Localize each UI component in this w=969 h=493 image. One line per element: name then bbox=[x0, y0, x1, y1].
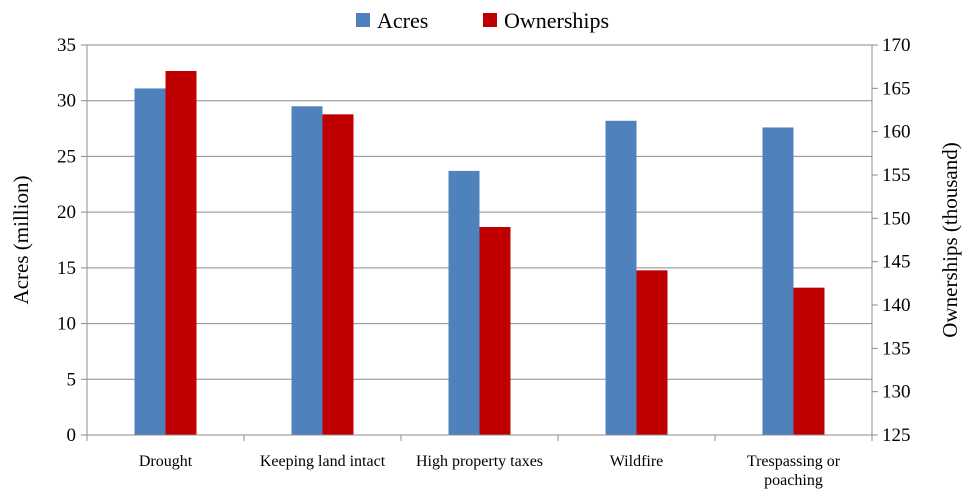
x-tick-label: Keeping land intact bbox=[260, 453, 386, 470]
bar-ownerships bbox=[479, 227, 511, 435]
y2-tick-label: 135 bbox=[882, 338, 911, 359]
bar-acres bbox=[605, 120, 637, 436]
right-axis-ticks: 125 130 135 140 145 150 155 160 165 170 bbox=[872, 35, 911, 446]
x-tick-label: Trespassing or poaching bbox=[747, 453, 841, 489]
legend-swatch-acres bbox=[356, 13, 370, 27]
legend: Acres Ownerships bbox=[356, 8, 609, 33]
y2-tick-label: 145 bbox=[882, 252, 911, 273]
y-tick-label: 15 bbox=[57, 258, 76, 279]
y2-tick-label: 160 bbox=[882, 122, 911, 143]
y2-tick-label: 165 bbox=[882, 78, 911, 99]
bar-acres bbox=[448, 170, 480, 435]
left-axis-ticks: 0 5 10 15 20 25 30 35 bbox=[57, 35, 87, 446]
bar-ownerships bbox=[322, 114, 354, 435]
bar-acres bbox=[134, 88, 166, 435]
y2-tick-label: 150 bbox=[882, 208, 911, 229]
x-tick-label: Drought bbox=[139, 453, 193, 470]
y2-tick-label: 155 bbox=[882, 165, 911, 186]
y2-tick-label: 130 bbox=[882, 382, 911, 403]
bar-ownerships bbox=[793, 287, 825, 435]
bar-ownerships bbox=[636, 270, 668, 435]
y2-axis-title: Ownerships (thousand) bbox=[938, 142, 962, 337]
x-tick-label: Wildfire bbox=[610, 453, 664, 470]
y-tick-label: 30 bbox=[57, 91, 76, 112]
y-axis-title: Acres (million) bbox=[9, 176, 33, 305]
y-tick-label: 20 bbox=[57, 202, 76, 223]
y2-tick-label: 140 bbox=[882, 295, 911, 316]
x-tick-label: High property taxes bbox=[416, 453, 543, 470]
y-tick-label: 25 bbox=[57, 146, 76, 167]
y-tick-label: 10 bbox=[57, 314, 76, 335]
legend-label-acres: Acres bbox=[377, 8, 428, 33]
bars bbox=[134, 71, 825, 436]
y-tick-label: 0 bbox=[67, 425, 77, 446]
legend-label-ownerships: Ownerships bbox=[504, 8, 609, 33]
bar-acres bbox=[762, 127, 794, 435]
legend-swatch-ownerships bbox=[483, 13, 497, 27]
bar-ownerships bbox=[165, 71, 197, 435]
y-tick-label: 5 bbox=[67, 369, 77, 390]
y-tick-label: 35 bbox=[57, 35, 76, 56]
bar-acres bbox=[291, 106, 323, 436]
axes bbox=[86, 45, 873, 441]
y2-tick-label: 170 bbox=[882, 35, 911, 56]
y2-tick-label: 125 bbox=[882, 425, 911, 446]
category-labels: Drought Keeping land intact High property … bbox=[139, 453, 841, 489]
